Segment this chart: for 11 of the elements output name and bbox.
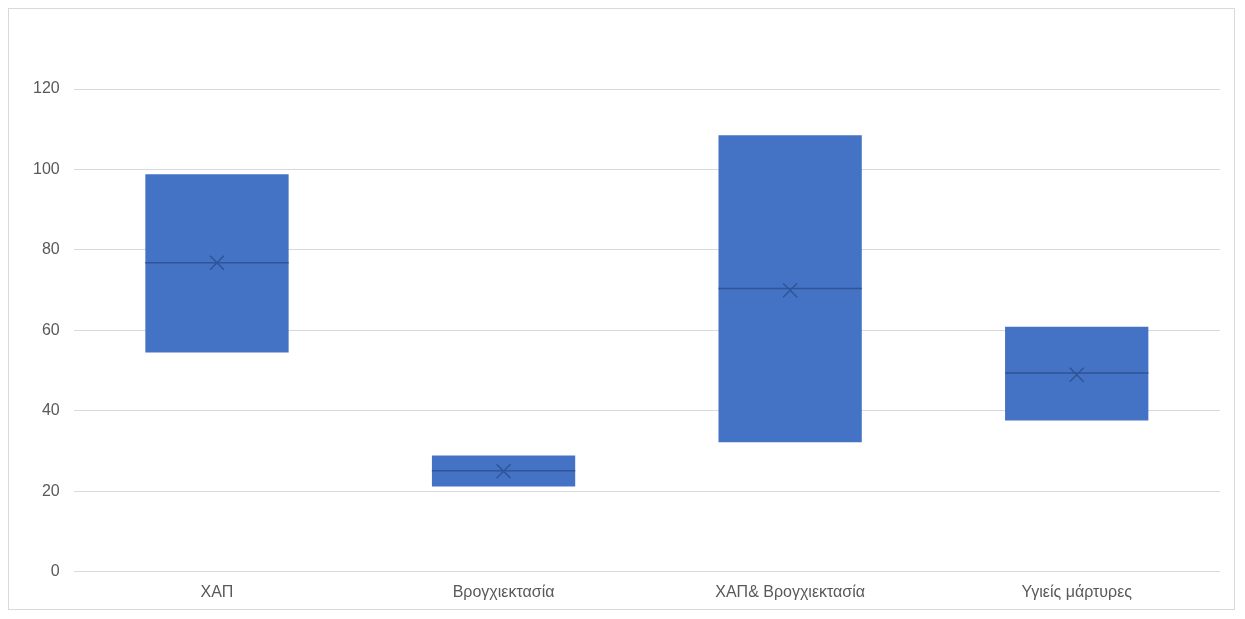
y-tick-label: 40 <box>41 401 60 419</box>
y-tick-label: 120 <box>32 79 60 97</box>
y-tick-label: 20 <box>41 481 60 499</box>
x-tick-label: Βρογχιεκτασία <box>452 582 555 600</box>
x-tick-label: ΧΑΠ <box>200 582 234 600</box>
y-tick-label: 0 <box>50 562 60 580</box>
x-tick-label: Υγιείς μάρτυρες <box>1021 582 1133 600</box>
y-tick-label: 80 <box>41 240 60 258</box>
y-tick-label: 100 <box>32 159 60 177</box>
y-tick-label: 60 <box>41 320 60 338</box>
x-tick-label: ΧΑΠ& Βρογχιεκτασία <box>715 582 866 600</box>
